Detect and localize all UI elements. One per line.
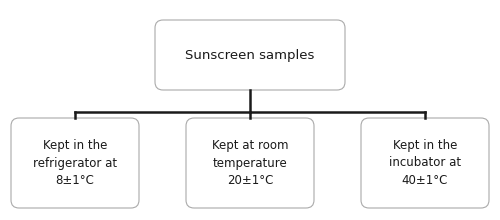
FancyBboxPatch shape (361, 118, 489, 208)
Text: Kept in the
incubator at
40±1°C: Kept in the incubator at 40±1°C (389, 139, 461, 187)
Text: Kept at room
temperature
20±1°C: Kept at room temperature 20±1°C (212, 139, 288, 187)
Text: Kept in the
refrigerator at
8±1°C: Kept in the refrigerator at 8±1°C (33, 139, 117, 187)
Text: Sunscreen samples: Sunscreen samples (186, 48, 314, 62)
FancyBboxPatch shape (11, 118, 139, 208)
FancyBboxPatch shape (155, 20, 345, 90)
FancyBboxPatch shape (186, 118, 314, 208)
